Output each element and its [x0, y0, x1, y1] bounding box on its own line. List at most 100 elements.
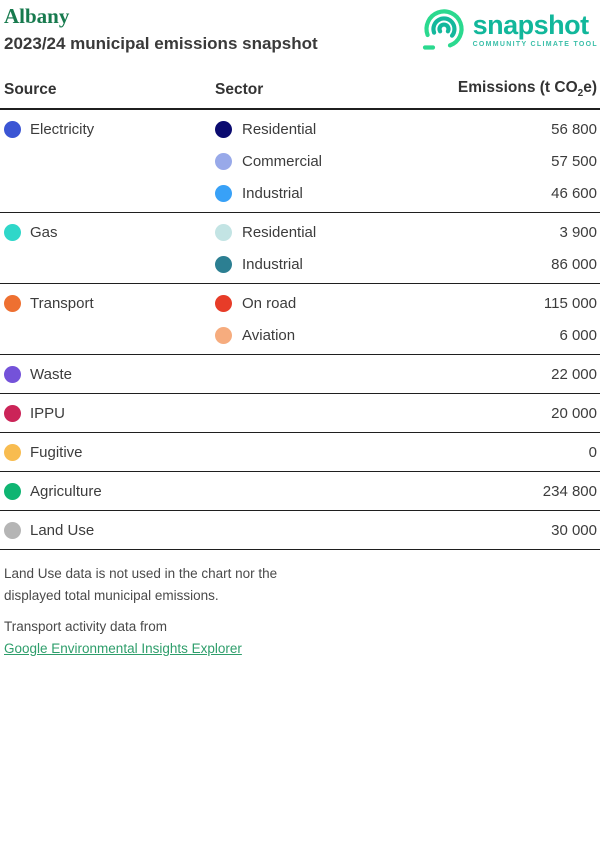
source-cell: Agriculture [0, 475, 215, 507]
source-color-dot [4, 404, 21, 422]
title-block: Albany 2023/24 municipal emissions snaps… [4, 4, 318, 55]
sector-row: Industrial 86 000 [215, 248, 600, 280]
source-color-dot [4, 294, 21, 312]
sector-row: 22 000 [215, 358, 600, 390]
source-color-dot [4, 365, 21, 383]
sector-label: Industrial [242, 255, 303, 273]
source-cell: Waste [0, 358, 215, 390]
emissions-table-body: Electricity Residential 56 800 Commercia… [0, 110, 600, 551]
source-group: IPPU 20 000 [0, 394, 600, 434]
emissions-value: 3 900 [559, 223, 597, 241]
group-rows: 20 000 [215, 397, 600, 429]
source-group: Waste 22 000 [0, 355, 600, 395]
land-use-note: Land Use data is not used in the chart n… [4, 566, 278, 604]
transport-note: Transport activity data from [4, 619, 168, 635]
source-color-dot [4, 482, 21, 500]
sector-color-dot [215, 184, 232, 202]
logo-wordmark: snapshot [472, 10, 590, 40]
emissions-value: 0 [588, 443, 597, 461]
sector-cell: Residential [215, 120, 551, 138]
source-group: Electricity Residential 56 800 Commercia… [0, 110, 600, 214]
emissions-value: 22 000 [551, 365, 597, 383]
group-rows: 234 800 [215, 475, 600, 507]
emissions-value: 234 800 [542, 482, 597, 500]
group-rows: 30 000 [215, 514, 600, 546]
source-label: Electricity [30, 120, 95, 138]
sector-label: Industrial [242, 184, 303, 202]
sector-label: On road [242, 294, 297, 312]
footnotes: Land Use data is not used in the chart n… [0, 550, 600, 660]
source-cell: Transport [0, 287, 215, 319]
sector-row: Residential 3 900 [215, 216, 600, 248]
source-cell: Electricity [0, 113, 215, 145]
source-label: Gas [30, 223, 58, 241]
column-header-sector: Sector [215, 81, 264, 99]
sector-row: Commercial 57 500 [215, 145, 600, 177]
source-color-dot [4, 443, 21, 461]
sector-color-dot [215, 294, 232, 312]
source-label: IPPU [30, 404, 66, 422]
sector-row: 0 [215, 436, 600, 468]
sector-color-dot [215, 152, 232, 170]
group-rows: 22 000 [215, 358, 600, 390]
source-color-dot [4, 223, 21, 241]
sector-row: Aviation 6 000 [215, 319, 600, 351]
sector-color-dot [215, 255, 232, 273]
emissions-value: 20 000 [551, 404, 597, 422]
table-column-headers: Source Sector Emissions (t CO2e) [0, 79, 600, 111]
source-label: Agriculture [30, 482, 102, 500]
municipality-title: Albany [4, 4, 70, 28]
logo-text: snapshot COMMUNITY CLIMATE TOOL [473, 6, 598, 48]
source-color-dot [4, 521, 21, 539]
sector-cell: Commercial [215, 152, 551, 170]
sector-color-dot [215, 223, 232, 241]
source-cell: Gas [0, 216, 215, 248]
source-cell: Land Use [0, 514, 215, 546]
emissions-value: 56 800 [551, 120, 597, 138]
source-group: Agriculture 234 800 [0, 472, 600, 512]
group-rows: Residential 3 900 Industrial 86 000 [215, 216, 600, 280]
source-label: Waste [30, 365, 72, 383]
source-label: Transport [30, 294, 94, 312]
column-header-emissions: Emissions (t CO2e) [457, 79, 597, 100]
group-rows: 0 [215, 436, 600, 468]
snapshot-logo-icon [422, 9, 464, 50]
sector-row: Residential 56 800 [215, 113, 600, 145]
source-group: Transport On road 115 000 Aviation 6 000 [0, 284, 600, 356]
source-group: Fugitive 0 [0, 433, 600, 473]
sector-row: Industrial 46 600 [215, 177, 600, 209]
source-group: Gas Residential 3 900 Industrial 86 000 [0, 213, 600, 285]
transport-data-link[interactable]: Google Environmental Insights Explorer [4, 641, 242, 657]
emissions-value: 46 600 [551, 184, 597, 202]
sector-cell: Aviation [215, 326, 559, 344]
source-cell: Fugitive [0, 436, 215, 468]
emissions-value: 6 000 [559, 326, 597, 344]
header: Albany 2023/24 municipal emissions snaps… [0, 0, 600, 55]
sector-label: Residential [242, 223, 317, 241]
sector-label: Aviation [242, 326, 296, 344]
sector-label: Commercial [242, 152, 323, 170]
source-label: Fugitive [30, 443, 83, 461]
logo-tagline: COMMUNITY CLIMATE TOOL [472, 41, 598, 48]
column-header-source: Source [4, 81, 57, 99]
sector-cell: On road [215, 294, 544, 312]
sector-cell: Industrial [215, 184, 551, 202]
snapshot-logo: snapshot COMMUNITY CLIMATE TOOL [420, 4, 598, 52]
emissions-value: 57 500 [551, 152, 597, 170]
emissions-value: 86 000 [551, 255, 597, 273]
sector-label: Residential [242, 120, 317, 138]
sector-row: 20 000 [215, 397, 600, 429]
source-label: Land Use [30, 521, 95, 539]
sector-cell: Industrial [215, 255, 551, 273]
sector-row: 234 800 [215, 475, 600, 507]
group-rows: On road 115 000 Aviation 6 000 [215, 287, 600, 351]
sector-row: 30 000 [215, 514, 600, 546]
emissions-value: 30 000 [551, 521, 597, 539]
page-title: 2023/24 municipal emissions snapshot [4, 34, 318, 53]
emissions-value: 115 000 [543, 294, 597, 312]
sector-color-dot [215, 120, 232, 138]
source-cell: IPPU [0, 397, 215, 429]
group-rows: Residential 56 800 Commercial 57 500 Ind… [215, 113, 600, 209]
sector-cell: Residential [215, 223, 559, 241]
